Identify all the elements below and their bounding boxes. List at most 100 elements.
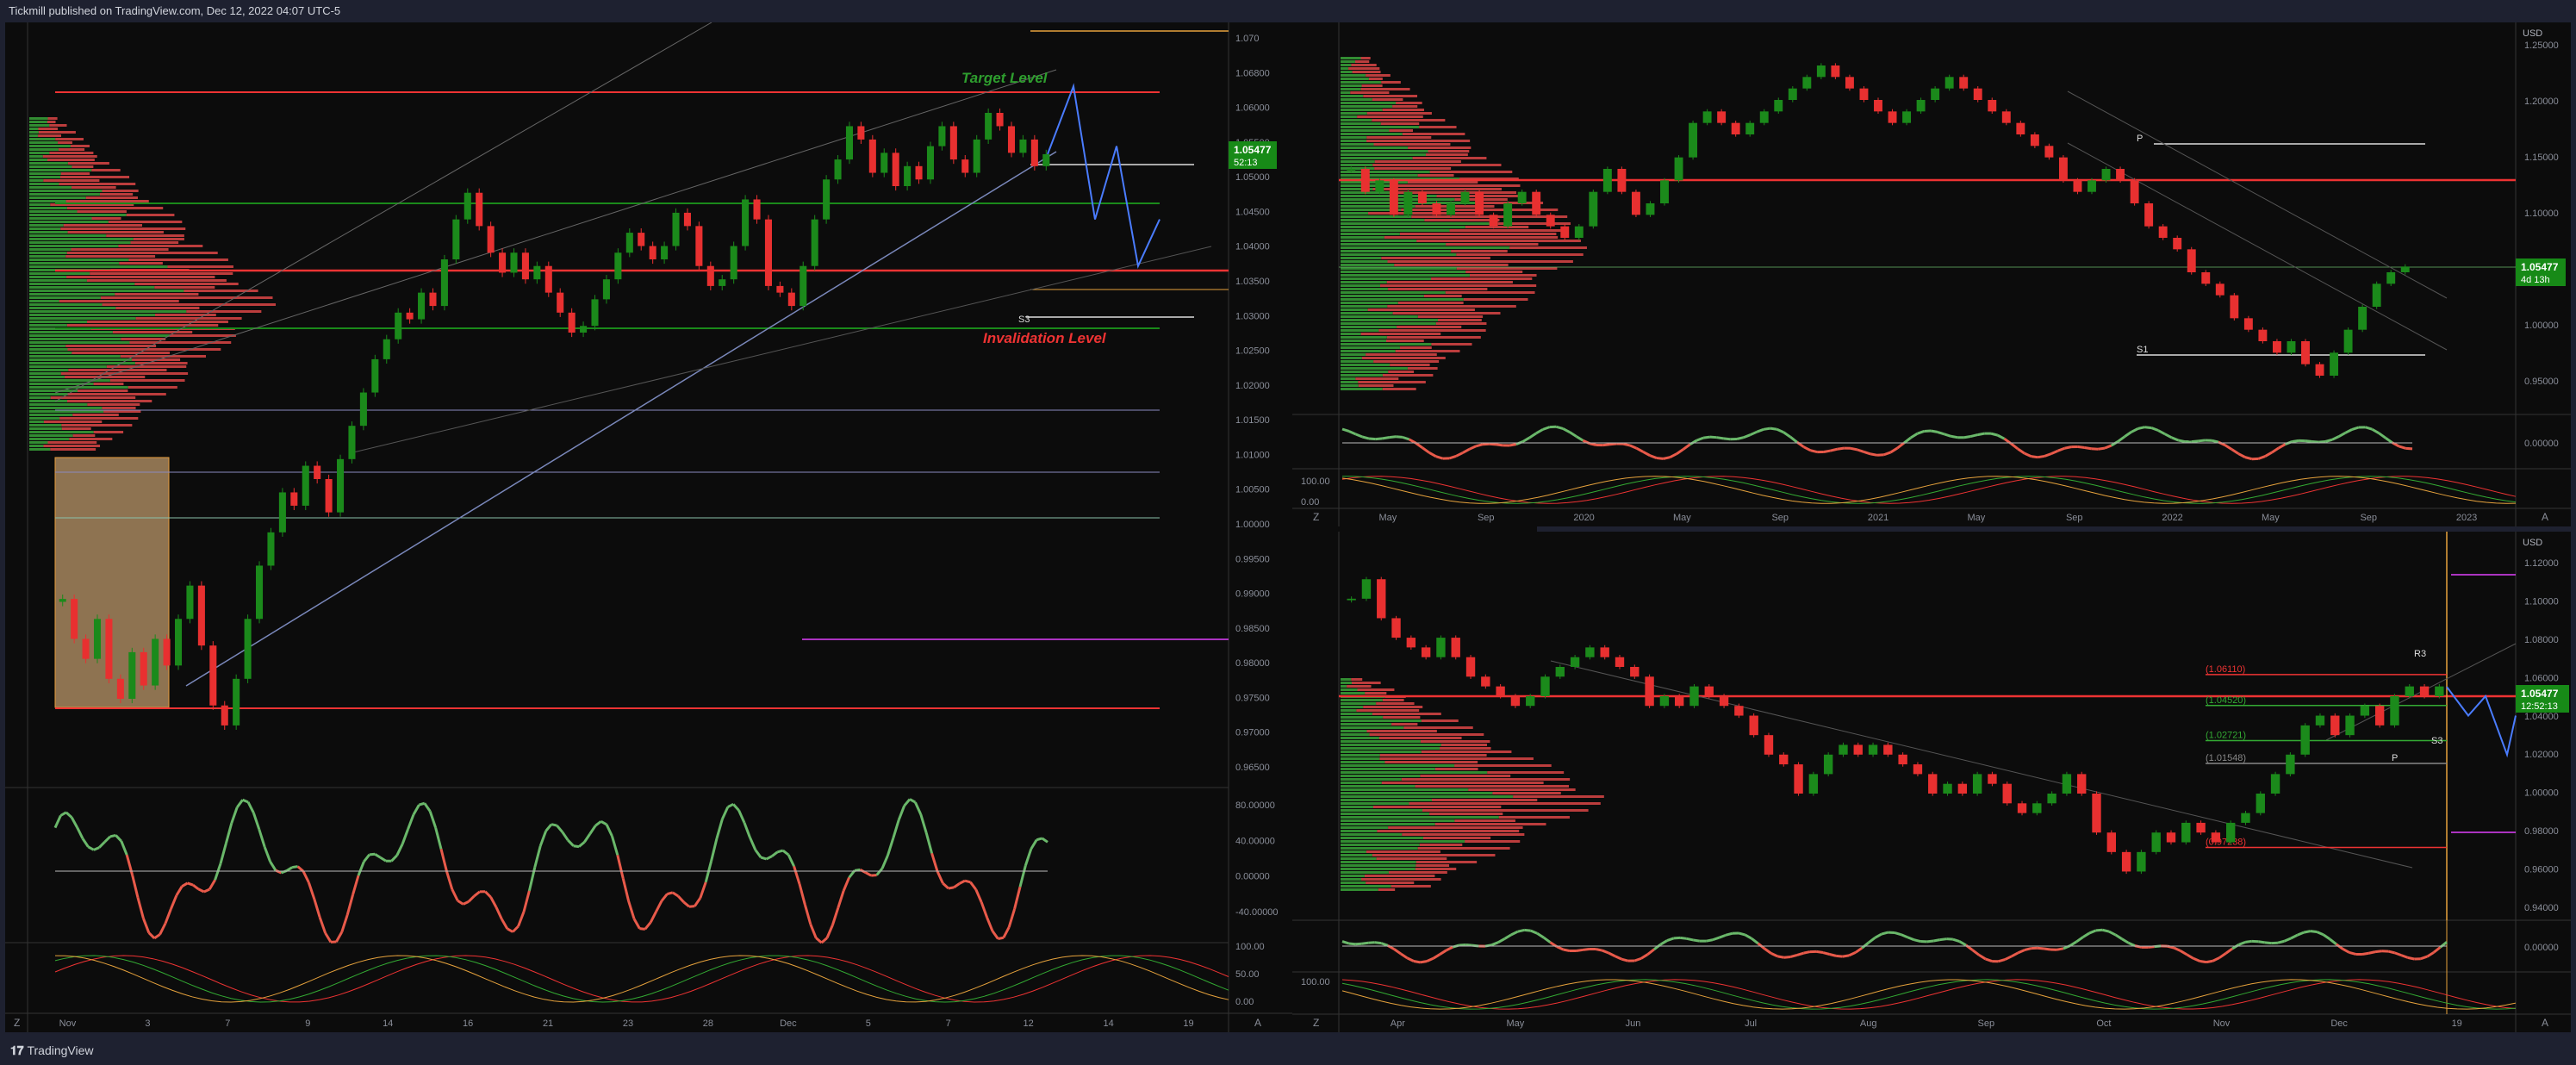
oscillator-line	[2212, 956, 2220, 962]
oscillator-line	[2075, 936, 2084, 944]
oscillator-line	[2374, 950, 2382, 954]
candle	[186, 585, 194, 620]
volume-profile-bar	[1351, 64, 1377, 66]
oscillator-line	[2387, 950, 2396, 955]
volume-profile-bar	[93, 383, 124, 385]
volume-profile-bar	[1407, 367, 1438, 370]
volume-profile-bar	[1341, 95, 1364, 97]
oscillator-line	[87, 845, 95, 851]
price-tick-label: 0.00	[1301, 497, 1319, 508]
volume-profile-bar	[1341, 716, 1384, 719]
candle	[1759, 111, 1769, 123]
axis-auto-z-button[interactable]: Z	[1313, 511, 1319, 523]
oscillator-line	[1789, 435, 1798, 444]
price-tick-label: 1.02000	[2524, 750, 2559, 760]
oscillator-line	[1608, 951, 1616, 958]
candle	[2077, 774, 2087, 794]
axis-auto-z-button[interactable]: Z	[1313, 1017, 1319, 1029]
volume-profile-bar	[1341, 181, 1408, 184]
volume-profile-bar	[29, 352, 72, 354]
volume-profile-bar	[29, 241, 131, 244]
candle	[1631, 191, 1640, 215]
volume-profile-bar	[47, 159, 95, 161]
oscillator-line	[1963, 434, 1971, 439]
axis-auto-a-button[interactable]: A	[1254, 1017, 1261, 1029]
price-tick-label: 0.98000	[2524, 826, 2559, 837]
volume-profile-bar	[61, 424, 133, 427]
axis-auto-a-button[interactable]: A	[2542, 1017, 2548, 1029]
oscillator-line	[224, 822, 233, 844]
time-axis[interactable]: Nov 3 7 9 14 16 21 23 28 Dec 5 7 12 14 19	[59, 1018, 1194, 1029]
price-tick-label: 0.00000	[2524, 943, 2559, 953]
volume-profile-bar	[29, 248, 72, 251]
oscillator-line	[2344, 428, 2353, 434]
volume-profile-bar	[186, 310, 262, 313]
time-axis[interactable]: May Sep 2020 May Sep 2021 May Sep 2022 May Sep 2023	[1379, 513, 2478, 523]
volume-profile-bar	[1379, 284, 1537, 287]
oscillator-line	[1642, 451, 1651, 457]
oscillator-line	[567, 839, 575, 847]
candle	[2300, 725, 2310, 755]
candle	[2151, 832, 2161, 852]
volume-profile-bar	[167, 265, 233, 268]
volume-profile-bar	[1358, 381, 1426, 383]
candle	[2016, 122, 2025, 134]
oscillator-line	[1402, 435, 1410, 441]
oscillator-line	[379, 856, 387, 863]
candle	[2032, 803, 2042, 813]
volume-profile-bar	[1351, 682, 1381, 684]
volume-profile-bar	[154, 286, 215, 289]
volume-profile-bar	[1372, 854, 1496, 856]
candle	[2287, 341, 2296, 353]
price-tick-label: 1.10000	[2524, 209, 2559, 219]
oscillator-line	[65, 811, 73, 819]
volume-profile-bar	[1368, 78, 1383, 80]
axis-auto-z-button[interactable]: Z	[14, 1017, 20, 1029]
left-chart-svg[interactable]: Target Level Invalidation Level S3 1.070…	[5, 22, 1537, 1032]
candle	[2130, 180, 2139, 203]
price-tick-label: 1.06800	[1235, 68, 1270, 78]
axis-auto-a-button[interactable]: A	[2542, 511, 2548, 523]
volume-profile-bar	[1341, 778, 1402, 781]
bottom-right-chart-svg[interactable]: (1.06110)(1.04520)(1.02721)(1.01548)(0.9…	[1292, 532, 2571, 1032]
time-axis[interactable]: Apr May Jun Jul Aug Sep Oct Nov Dec 19	[1391, 1018, 2462, 1029]
volume-profile-bar	[1377, 830, 1520, 832]
price-axis[interactable]: 1.250001.200001.150001.100001.050001.000…	[2524, 40, 2559, 387]
top-right-chart-pane[interactable]: P S1 USD 1.25000 1.20000 1.15000 1.10000 1.0…	[1292, 22, 2571, 526]
left-chart-pane[interactable]: Target Level Invalidation Level S3 1.070…	[5, 22, 1537, 1032]
candle	[1764, 735, 1774, 755]
oscillator-line	[1422, 446, 1430, 454]
volume-profile-bar	[29, 234, 107, 237]
oscillator-line	[771, 850, 779, 857]
volume-profile-bar	[1341, 744, 1441, 746]
volume-profile-bar	[29, 355, 121, 358]
bottom-right-chart-pane[interactable]: (1.06110) (1.04520) (1.02721) (1.01548) (0.9…	[1292, 532, 2571, 1032]
volume-profile-bar	[42, 155, 97, 158]
candle	[602, 279, 610, 300]
oscillator-line	[374, 853, 382, 859]
volume-profile-bar	[1341, 229, 1450, 232]
volume-profile-bar	[1378, 329, 1486, 332]
oscillator-line	[2178, 439, 2186, 444]
candle	[2405, 686, 2414, 696]
volume-profile-bar	[29, 172, 61, 175]
candle	[1734, 706, 1744, 716]
oscillator-line	[815, 937, 823, 944]
volume-profile-bar	[29, 403, 88, 406]
volume-profile-bar	[1341, 78, 1369, 80]
price-tag-value: 1.05477	[2521, 261, 2559, 273]
candle	[2419, 686, 2430, 696]
top-right-chart-svg[interactable]: P S1 USD 1.25000 1.20000 1.15000 1.10000 1.0…	[1292, 22, 2571, 526]
oscillator-line	[302, 870, 310, 883]
volume-profile-bar	[43, 179, 100, 182]
volume-profile-bar	[1341, 322, 1436, 325]
oscillator-line	[998, 936, 1005, 940]
oscillator-line	[1692, 938, 1701, 943]
footer-brand[interactable]: TradingView	[27, 1043, 94, 1057]
volume-profile-bar	[1341, 336, 1387, 339]
oscillator-line	[2144, 426, 2152, 430]
volume-profile-bar	[1454, 819, 1515, 822]
candle	[1602, 169, 1612, 192]
price-axis[interactable]: 1.12000 1.10000 1.08000 1.06000 1.04000 1.020…	[2524, 558, 2559, 913]
candle	[1868, 744, 1878, 755]
